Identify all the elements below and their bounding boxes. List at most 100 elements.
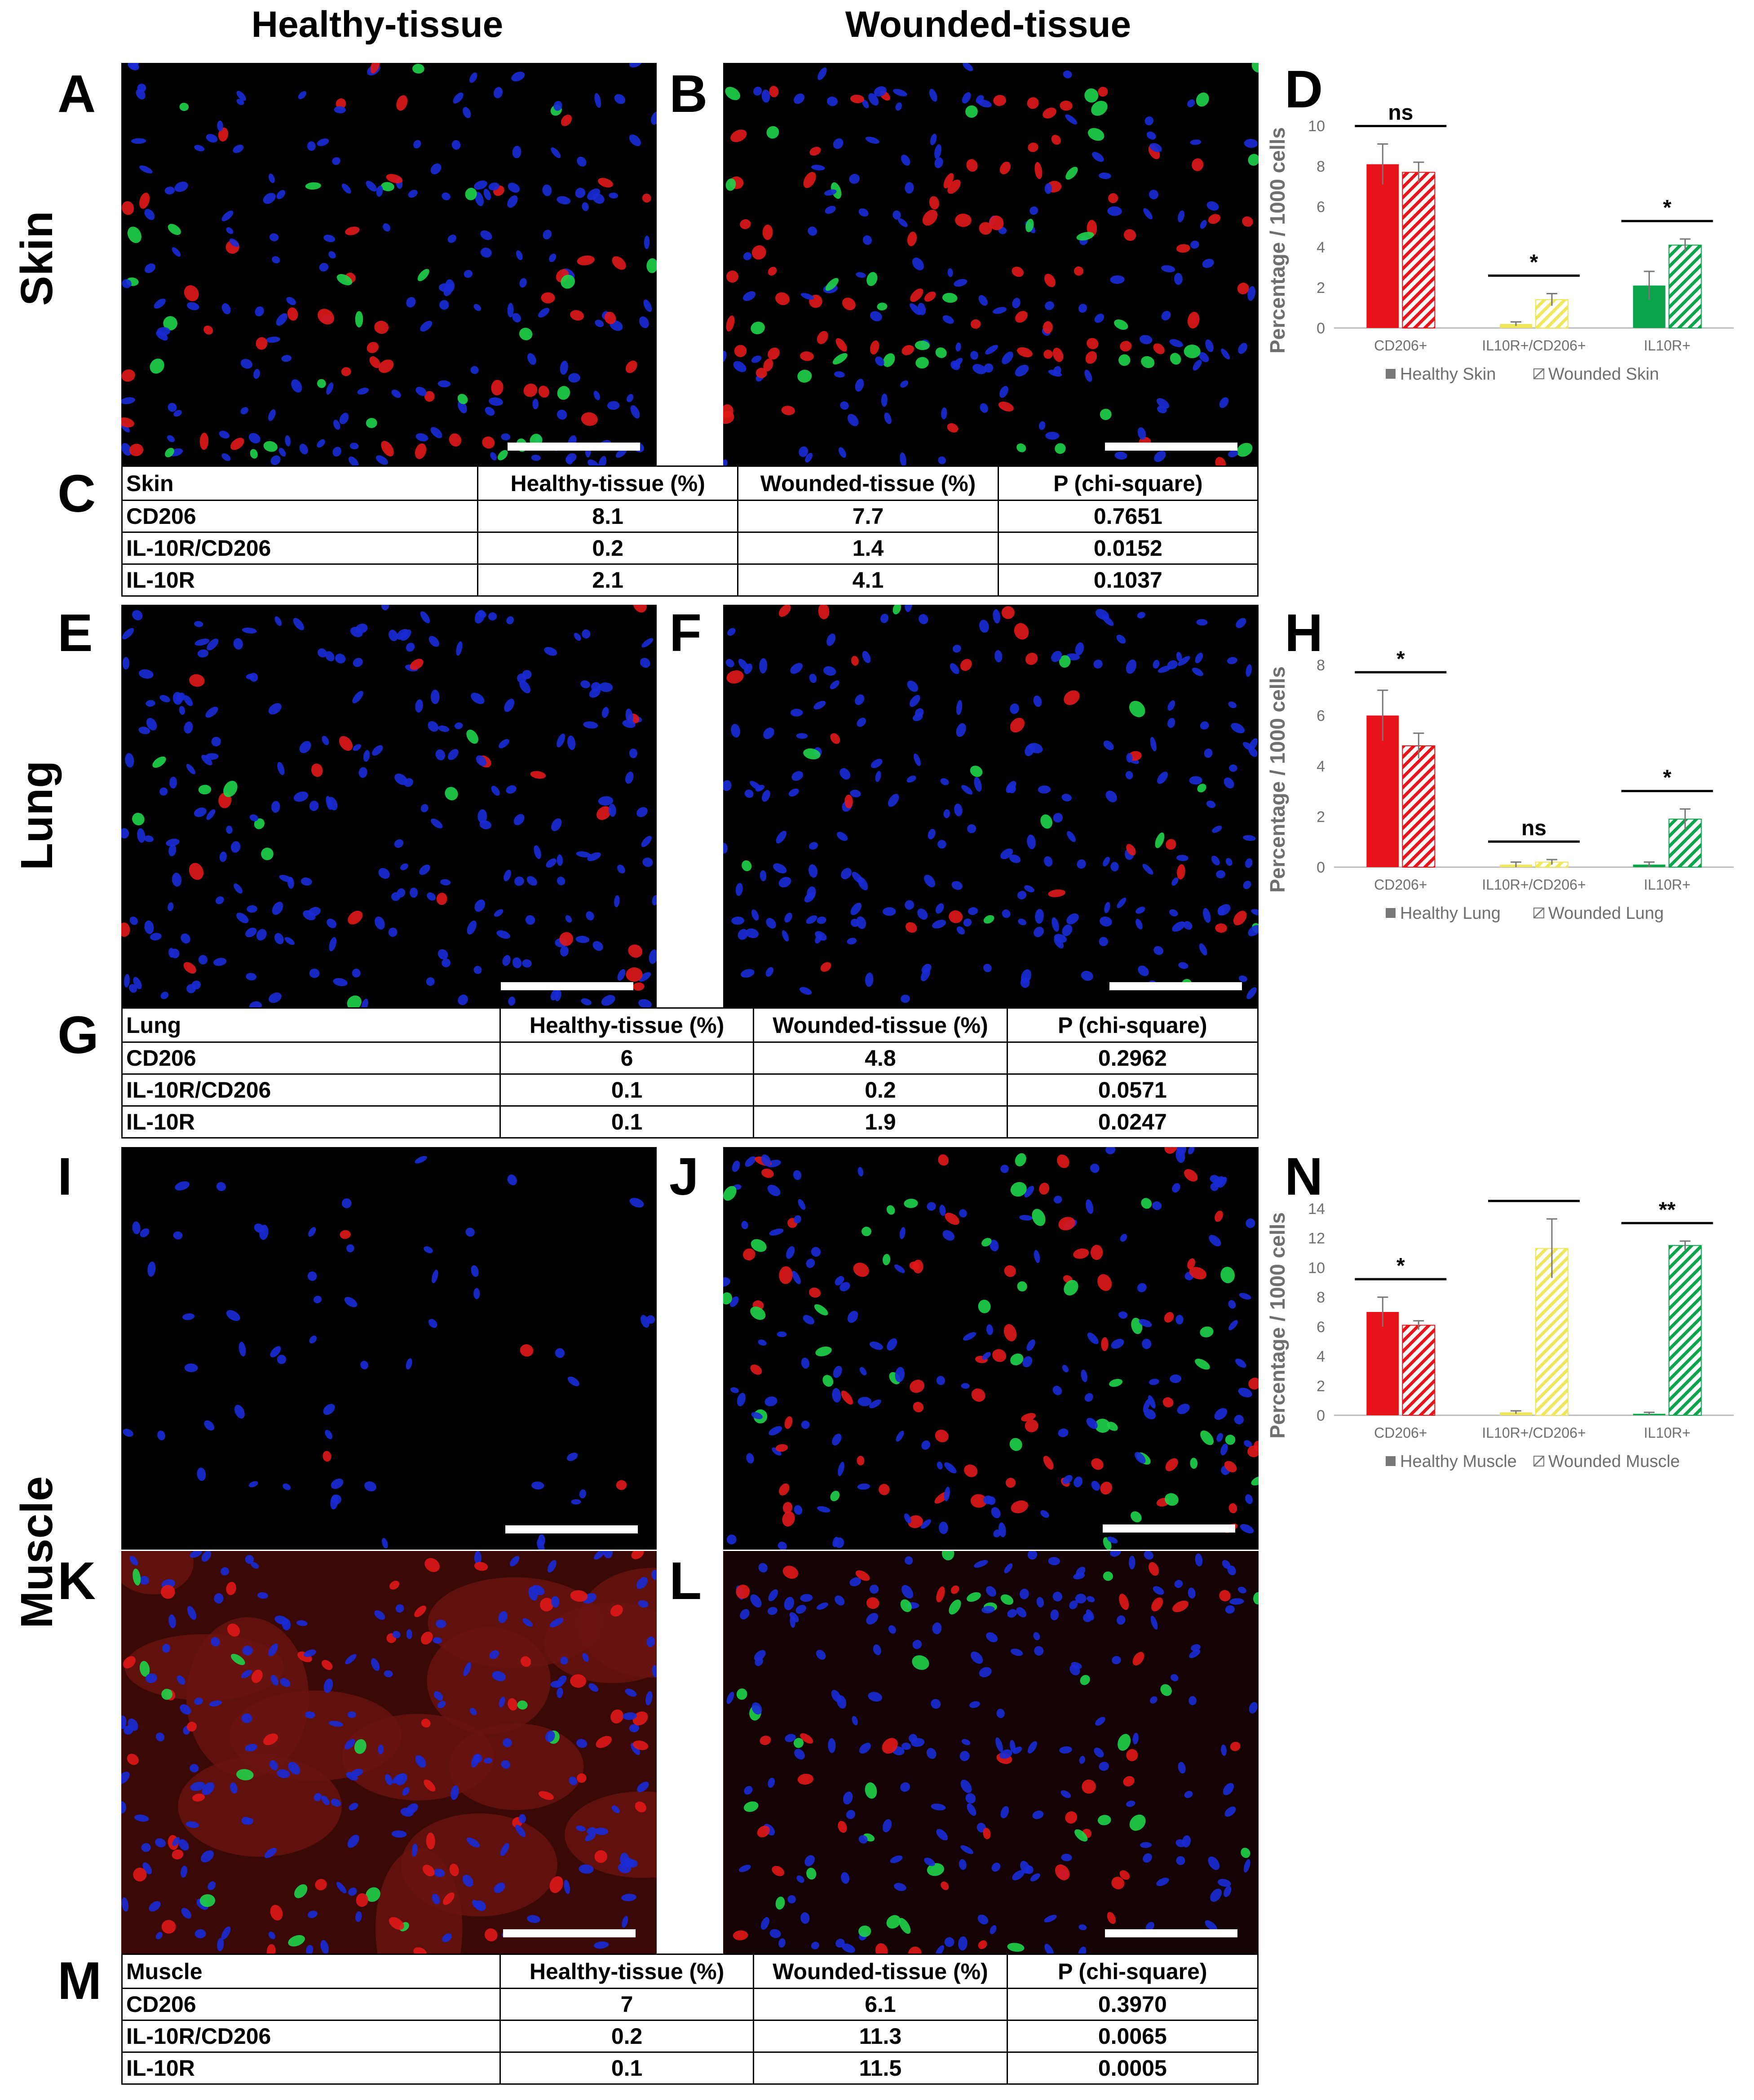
cell (315, 1878, 327, 1891)
muscle-fiber (178, 1756, 342, 1857)
cell (253, 369, 260, 379)
cell (904, 1198, 918, 1208)
cell (474, 180, 487, 190)
cell (384, 1670, 393, 1678)
cell (751, 909, 759, 921)
cell (998, 401, 1014, 412)
cell (1069, 1600, 1078, 1609)
cell (1099, 937, 1109, 946)
cell (794, 1215, 801, 1223)
cell (197, 1467, 206, 1481)
cell (557, 196, 571, 205)
cell (574, 633, 581, 641)
cell (522, 670, 532, 679)
cell (1114, 452, 1127, 460)
cell (841, 1943, 855, 1953)
cell (723, 1277, 731, 1287)
cell (1193, 359, 1202, 371)
table-cell: P (chi-square) (997, 465, 1259, 501)
cell (412, 63, 424, 74)
cell (571, 1499, 581, 1505)
cell (163, 316, 177, 331)
cell (853, 1263, 869, 1277)
cell (426, 977, 435, 986)
panel-letter-l: L (669, 1551, 702, 1611)
cell (154, 298, 166, 309)
cell (242, 627, 257, 634)
cell (809, 146, 821, 156)
cell (396, 95, 408, 111)
cell (121, 369, 135, 382)
muscle-fiber (565, 1791, 657, 1878)
cell (807, 886, 816, 899)
cell (1131, 1511, 1142, 1523)
cell (161, 1688, 173, 1700)
cell (352, 691, 363, 704)
cell (782, 930, 789, 942)
cell (1150, 1696, 1158, 1704)
panel-letter-a: A (57, 64, 96, 124)
cell (121, 922, 130, 937)
cell (138, 669, 154, 679)
cell (1010, 718, 1025, 733)
cell (1225, 858, 1233, 866)
cell (485, 407, 495, 416)
cell (277, 762, 285, 775)
cell (1021, 1413, 1036, 1422)
cell (551, 147, 561, 158)
cell (358, 767, 367, 778)
cell (430, 163, 442, 174)
cell (1029, 206, 1038, 215)
cell (220, 1567, 230, 1576)
cell (1060, 101, 1073, 111)
cell (1058, 1217, 1075, 1231)
y-tick-label: 8 (1317, 1289, 1325, 1306)
cell (594, 93, 601, 108)
cell (180, 1704, 191, 1715)
cell (785, 1734, 796, 1742)
y-tick-label: 10 (1308, 1259, 1325, 1276)
cell (433, 1637, 442, 1644)
cell (604, 311, 616, 324)
row-header-lung: Lung (12, 760, 62, 871)
cell (723, 459, 728, 465)
cell (838, 1821, 847, 1833)
cell (512, 146, 521, 159)
x-tick-label: IL10R+ (1644, 877, 1691, 893)
cell (887, 1338, 897, 1351)
cell (900, 452, 906, 465)
cell (1059, 1746, 1072, 1754)
cell (296, 1620, 308, 1626)
cell (1251, 1475, 1259, 1486)
cell (543, 230, 552, 239)
cell (740, 219, 751, 229)
cell (372, 745, 383, 756)
cell (1000, 1806, 1009, 1819)
x-tick-label: CD206+ (1374, 877, 1427, 893)
cell (726, 270, 739, 283)
cell (1135, 1452, 1146, 1464)
cell (1084, 369, 1092, 382)
cell (277, 1769, 290, 1778)
cell (133, 1568, 141, 1586)
cell (527, 353, 536, 365)
cell (394, 773, 408, 785)
table-cell: 1.9 (753, 1105, 1008, 1139)
table-cell: IL-10R (121, 2051, 501, 2085)
cell (869, 1399, 881, 1409)
bar (1500, 1412, 1532, 1415)
cell (179, 706, 186, 715)
cell (1075, 1594, 1087, 1604)
cell (354, 1739, 367, 1754)
cell (755, 784, 764, 792)
cell (140, 1228, 150, 1237)
row-header-skin: Skin (12, 211, 62, 306)
cell (567, 735, 576, 750)
table-cell: IL-10R (121, 563, 479, 597)
cell (1033, 696, 1042, 707)
x-tick-label: IL10R+ (1644, 1425, 1691, 1441)
cell (557, 1675, 567, 1686)
cell (858, 1925, 871, 1937)
cell (1075, 642, 1084, 656)
cell (1020, 977, 1030, 988)
